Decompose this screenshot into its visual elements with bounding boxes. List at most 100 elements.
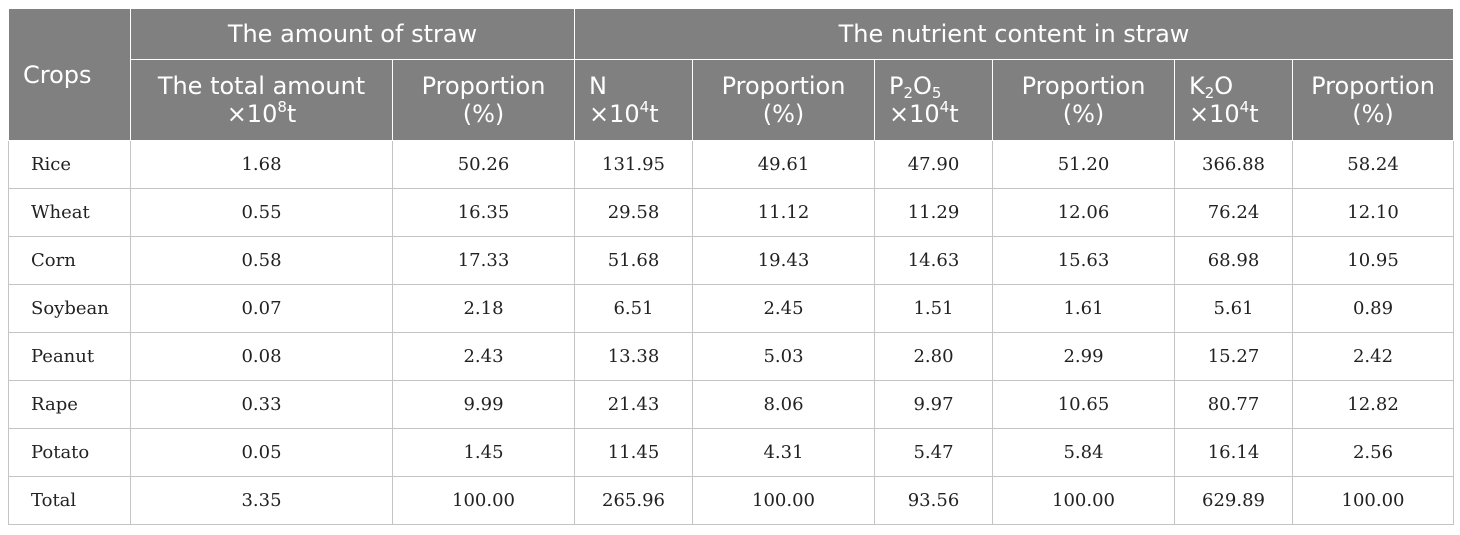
value-cell: 2.45	[692, 284, 875, 333]
value-cell: 1.45	[392, 428, 575, 477]
crop-name-cell: Rape	[8, 380, 131, 429]
table-row: Potato 0.05 1.45 11.45 4.31 5.47 5.84 16.14 2.56	[8, 428, 1455, 477]
value-cell: 21.43	[574, 380, 693, 429]
value-cell: 9.99	[392, 380, 575, 429]
value-cell: 47.90	[874, 140, 993, 189]
crop-name-cell: Wheat	[8, 188, 131, 237]
header-amount-of-straw: The amount of straw	[130, 8, 575, 60]
straw-nutrient-table: Crops The amount of straw The nutrient c…	[8, 8, 1455, 525]
header-proportion-n: Proportion (%)	[692, 59, 875, 141]
value-cell: 629.89	[1174, 476, 1293, 525]
header-k2o-unit: ×104t	[1189, 98, 1259, 129]
crop-name-cell: Potato	[8, 428, 131, 477]
value-cell: 76.24	[1174, 188, 1293, 237]
header-nutrient-content: The nutrient content in straw	[573, 8, 1455, 60]
header-group-row: Crops The amount of straw The nutrient c…	[8, 8, 1455, 141]
value-cell: 0.07	[130, 284, 393, 333]
value-cell: 68.98	[1174, 236, 1293, 285]
value-cell: 12.06	[992, 188, 1175, 237]
value-cell: 8.06	[692, 380, 875, 429]
value-cell: 0.08	[130, 332, 393, 381]
header-k2o: K2O ×104t	[1174, 59, 1293, 141]
value-cell: 0.58	[130, 236, 393, 285]
value-cell: 5.61	[1174, 284, 1293, 333]
value-cell: 0.55	[130, 188, 393, 237]
value-cell: 11.29	[874, 188, 993, 237]
value-cell: 6.51	[574, 284, 693, 333]
value-cell: 58.24	[1291, 140, 1455, 189]
header-total-amount: The total amount ×108t	[130, 59, 393, 141]
value-cell: 15.63	[992, 236, 1175, 285]
value-cell: 80.77	[1174, 380, 1293, 429]
value-cell: 93.56	[874, 476, 993, 525]
value-cell: 100.00	[992, 476, 1175, 525]
header-crops: Crops	[8, 8, 131, 141]
value-cell: 0.33	[130, 380, 393, 429]
value-cell: 11.45	[574, 428, 693, 477]
header-p2o5: P2O5 ×104t	[874, 59, 993, 141]
header-proportion-p2o5: Proportion (%)	[992, 59, 1175, 141]
crop-name-cell: Peanut	[8, 332, 131, 381]
header-total-amount-unit: ×108t	[226, 98, 297, 129]
crop-name-cell: Rice	[8, 140, 131, 189]
value-cell: 1.61	[992, 284, 1175, 333]
table-row: Wheat 0.55 16.35 29.58 11.12 11.29 12.06 76.24 1…	[8, 188, 1455, 237]
value-cell: 2.80	[874, 332, 993, 381]
header-k2o-formula: K2O	[1189, 72, 1234, 102]
value-cell: 5.03	[692, 332, 875, 381]
table-header: Crops The amount of straw The nutrient c…	[8, 8, 1455, 141]
value-cell: 13.38	[574, 332, 693, 381]
table-row: Total 3.35 100.00 265.96 100.00 93.56 100.00 62…	[8, 476, 1455, 525]
value-cell: 14.63	[874, 236, 993, 285]
header-p2o5-unit: ×104t	[889, 98, 959, 129]
value-cell: 0.05	[130, 428, 393, 477]
value-cell: 12.10	[1291, 188, 1455, 237]
value-cell: 2.99	[992, 332, 1175, 381]
value-cell: 100.00	[692, 476, 875, 525]
value-cell: 15.27	[1174, 332, 1293, 381]
value-cell: 12.82	[1291, 380, 1455, 429]
value-cell: 49.61	[692, 140, 875, 189]
value-cell: 2.56	[1291, 428, 1455, 477]
value-cell: 2.43	[392, 332, 575, 381]
data-table-container: Crops The amount of straw The nutrient c…	[8, 8, 1455, 525]
value-cell: 11.12	[692, 188, 875, 237]
value-cell: 17.33	[392, 236, 575, 285]
value-cell: 5.84	[992, 428, 1175, 477]
table-row: Peanut 0.08 2.43 13.38 5.03 2.80 2.99 15.27 2.42	[8, 332, 1455, 381]
value-cell: 16.14	[1174, 428, 1293, 477]
value-cell: 265.96	[574, 476, 693, 525]
value-cell: 100.00	[392, 476, 575, 525]
value-cell: 3.35	[130, 476, 393, 525]
crop-name-cell: Total	[8, 476, 131, 525]
value-cell: 4.31	[692, 428, 875, 477]
value-cell: 100.00	[1291, 476, 1455, 525]
value-cell: 5.47	[874, 428, 993, 477]
header-total-amount-label: The total amount	[157, 72, 366, 100]
header-n: N ×104t	[574, 59, 693, 141]
value-cell: 51.68	[574, 236, 693, 285]
value-cell: 131.95	[574, 140, 693, 189]
value-cell: 1.68	[130, 140, 393, 189]
value-cell: 10.95	[1291, 236, 1455, 285]
header-p2o5-formula: P2O5	[889, 72, 942, 102]
value-cell: 9.97	[874, 380, 993, 429]
value-cell: 50.26	[392, 140, 575, 189]
header-proportion-k2o: Proportion (%)	[1291, 59, 1455, 141]
crop-name-cell: Soybean	[8, 284, 131, 333]
table-row: Rice 1.68 50.26 131.95 49.61 47.90 51.20 366.88…	[8, 140, 1455, 189]
header-proportion-amount: Proportion (%)	[392, 59, 575, 141]
value-cell: 51.20	[992, 140, 1175, 189]
value-cell: 0.89	[1291, 284, 1455, 333]
value-cell: 2.42	[1291, 332, 1455, 381]
value-cell: 29.58	[574, 188, 693, 237]
value-cell: 2.18	[392, 284, 575, 333]
value-cell: 1.51	[874, 284, 993, 333]
table-row: Rape 0.33 9.99 21.43 8.06 9.97 10.65 80.77 12.82	[8, 380, 1455, 429]
table-row: Corn 0.58 17.33 51.68 19.43 14.63 15.63 68.98 10…	[8, 236, 1455, 285]
table-body: Rice 1.68 50.26 131.95 49.61 47.90 51.20 366.88…	[8, 140, 1455, 525]
value-cell: 366.88	[1174, 140, 1293, 189]
table-row: Soybean 0.07 2.18 6.51 2.45 1.51 1.61 5.61 0.89	[8, 284, 1455, 333]
value-cell: 10.65	[992, 380, 1175, 429]
header-n-unit: ×104t	[589, 98, 659, 129]
